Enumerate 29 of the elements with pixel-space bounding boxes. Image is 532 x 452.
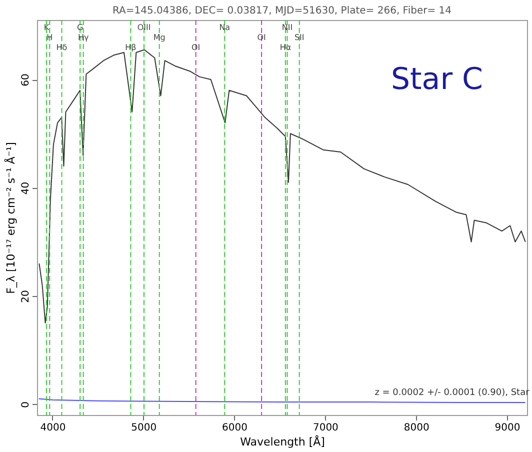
ref-line-label: OIII: [137, 23, 151, 32]
y-tick-label: 20: [20, 290, 32, 303]
x-tick-label: 4000: [40, 422, 66, 434]
ref-line-label: Hδ: [56, 43, 68, 52]
y-tick-label: 60: [20, 74, 32, 86]
x-tick-label: 9000: [494, 422, 520, 434]
ref-line-label: OI: [257, 33, 266, 42]
x-tick-label: 7000: [312, 422, 338, 434]
ref-line-label: Mg: [153, 33, 166, 42]
ref-line-label: Hγ: [78, 33, 90, 42]
ref-line-label: NII: [282, 23, 293, 32]
annotation: Star C: [390, 62, 484, 97]
y-tick-label: 40: [20, 182, 32, 195]
ref-line-label: Na: [219, 23, 230, 32]
ref-line-label: K: [44, 23, 50, 32]
ref-line-label: Hα: [280, 43, 292, 52]
x-tick-label: 6000: [222, 422, 248, 434]
ref-line-label: SII: [294, 33, 304, 42]
ref-line-label: G: [76, 23, 84, 32]
annotation: z = 0.0002 +/- 0.0001 (0.90), Star: [374, 388, 530, 398]
chart-title: RA=145.04386, DEC= 0.03817, MJD=51630, Plate= 266, Fiber= 14: [112, 6, 452, 16]
x-tick-label: 5000: [131, 422, 157, 434]
ref-line-label: OI: [191, 43, 200, 52]
y-tick-label: 0: [20, 401, 32, 408]
x-axis-title: Wavelength [Å]: [240, 434, 325, 448]
y-axis-title: F_λ [10⁻¹⁷ erg cm⁻² s⁻¹ Å⁻¹]: [4, 142, 18, 294]
x-tick-label: 8000: [404, 422, 430, 434]
ref-line-label: H: [46, 33, 53, 42]
ref-line-label: Hβ: [125, 43, 136, 52]
